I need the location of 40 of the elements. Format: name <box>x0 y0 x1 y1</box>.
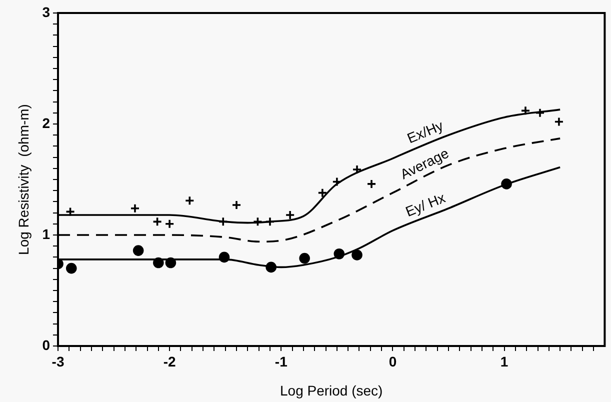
x-tick-label: -3 <box>52 353 64 370</box>
point <box>535 108 545 118</box>
point <box>252 216 263 227</box>
x-tick-label: 1 <box>500 353 508 370</box>
point <box>520 106 530 116</box>
point <box>265 216 275 227</box>
point <box>164 219 174 229</box>
x-axis-title: Log Period (sec) <box>280 382 383 398</box>
x-tick-label: -1 <box>274 353 288 370</box>
x-tick-label: -2 <box>163 353 176 370</box>
point <box>352 250 362 260</box>
point <box>66 262 77 274</box>
point <box>366 179 376 189</box>
y-tick-label: 2 <box>42 114 50 131</box>
point <box>184 196 195 206</box>
point <box>153 257 164 268</box>
point <box>285 210 295 220</box>
point <box>218 216 228 227</box>
y-tick-label: 3 <box>42 4 50 20</box>
point <box>65 206 76 217</box>
point <box>501 178 512 190</box>
point <box>232 200 242 210</box>
point <box>266 262 276 273</box>
y-axis-title: Log Resistivity (ohm-m) <box>15 104 32 255</box>
point <box>318 188 328 198</box>
point <box>218 252 230 263</box>
text: Ex/Hy <box>404 117 446 146</box>
point <box>299 252 310 264</box>
x-tick-label: 0 <box>388 353 397 370</box>
text: Ey/ Hx <box>403 189 448 220</box>
y-tick-label: 1 <box>42 226 50 242</box>
point <box>332 176 342 187</box>
point <box>152 216 162 227</box>
point <box>334 248 345 260</box>
point <box>352 164 362 174</box>
point <box>554 116 564 127</box>
point <box>130 203 140 214</box>
point <box>132 245 144 256</box>
point <box>165 257 176 268</box>
y-tick-label: 0 <box>42 336 50 353</box>
